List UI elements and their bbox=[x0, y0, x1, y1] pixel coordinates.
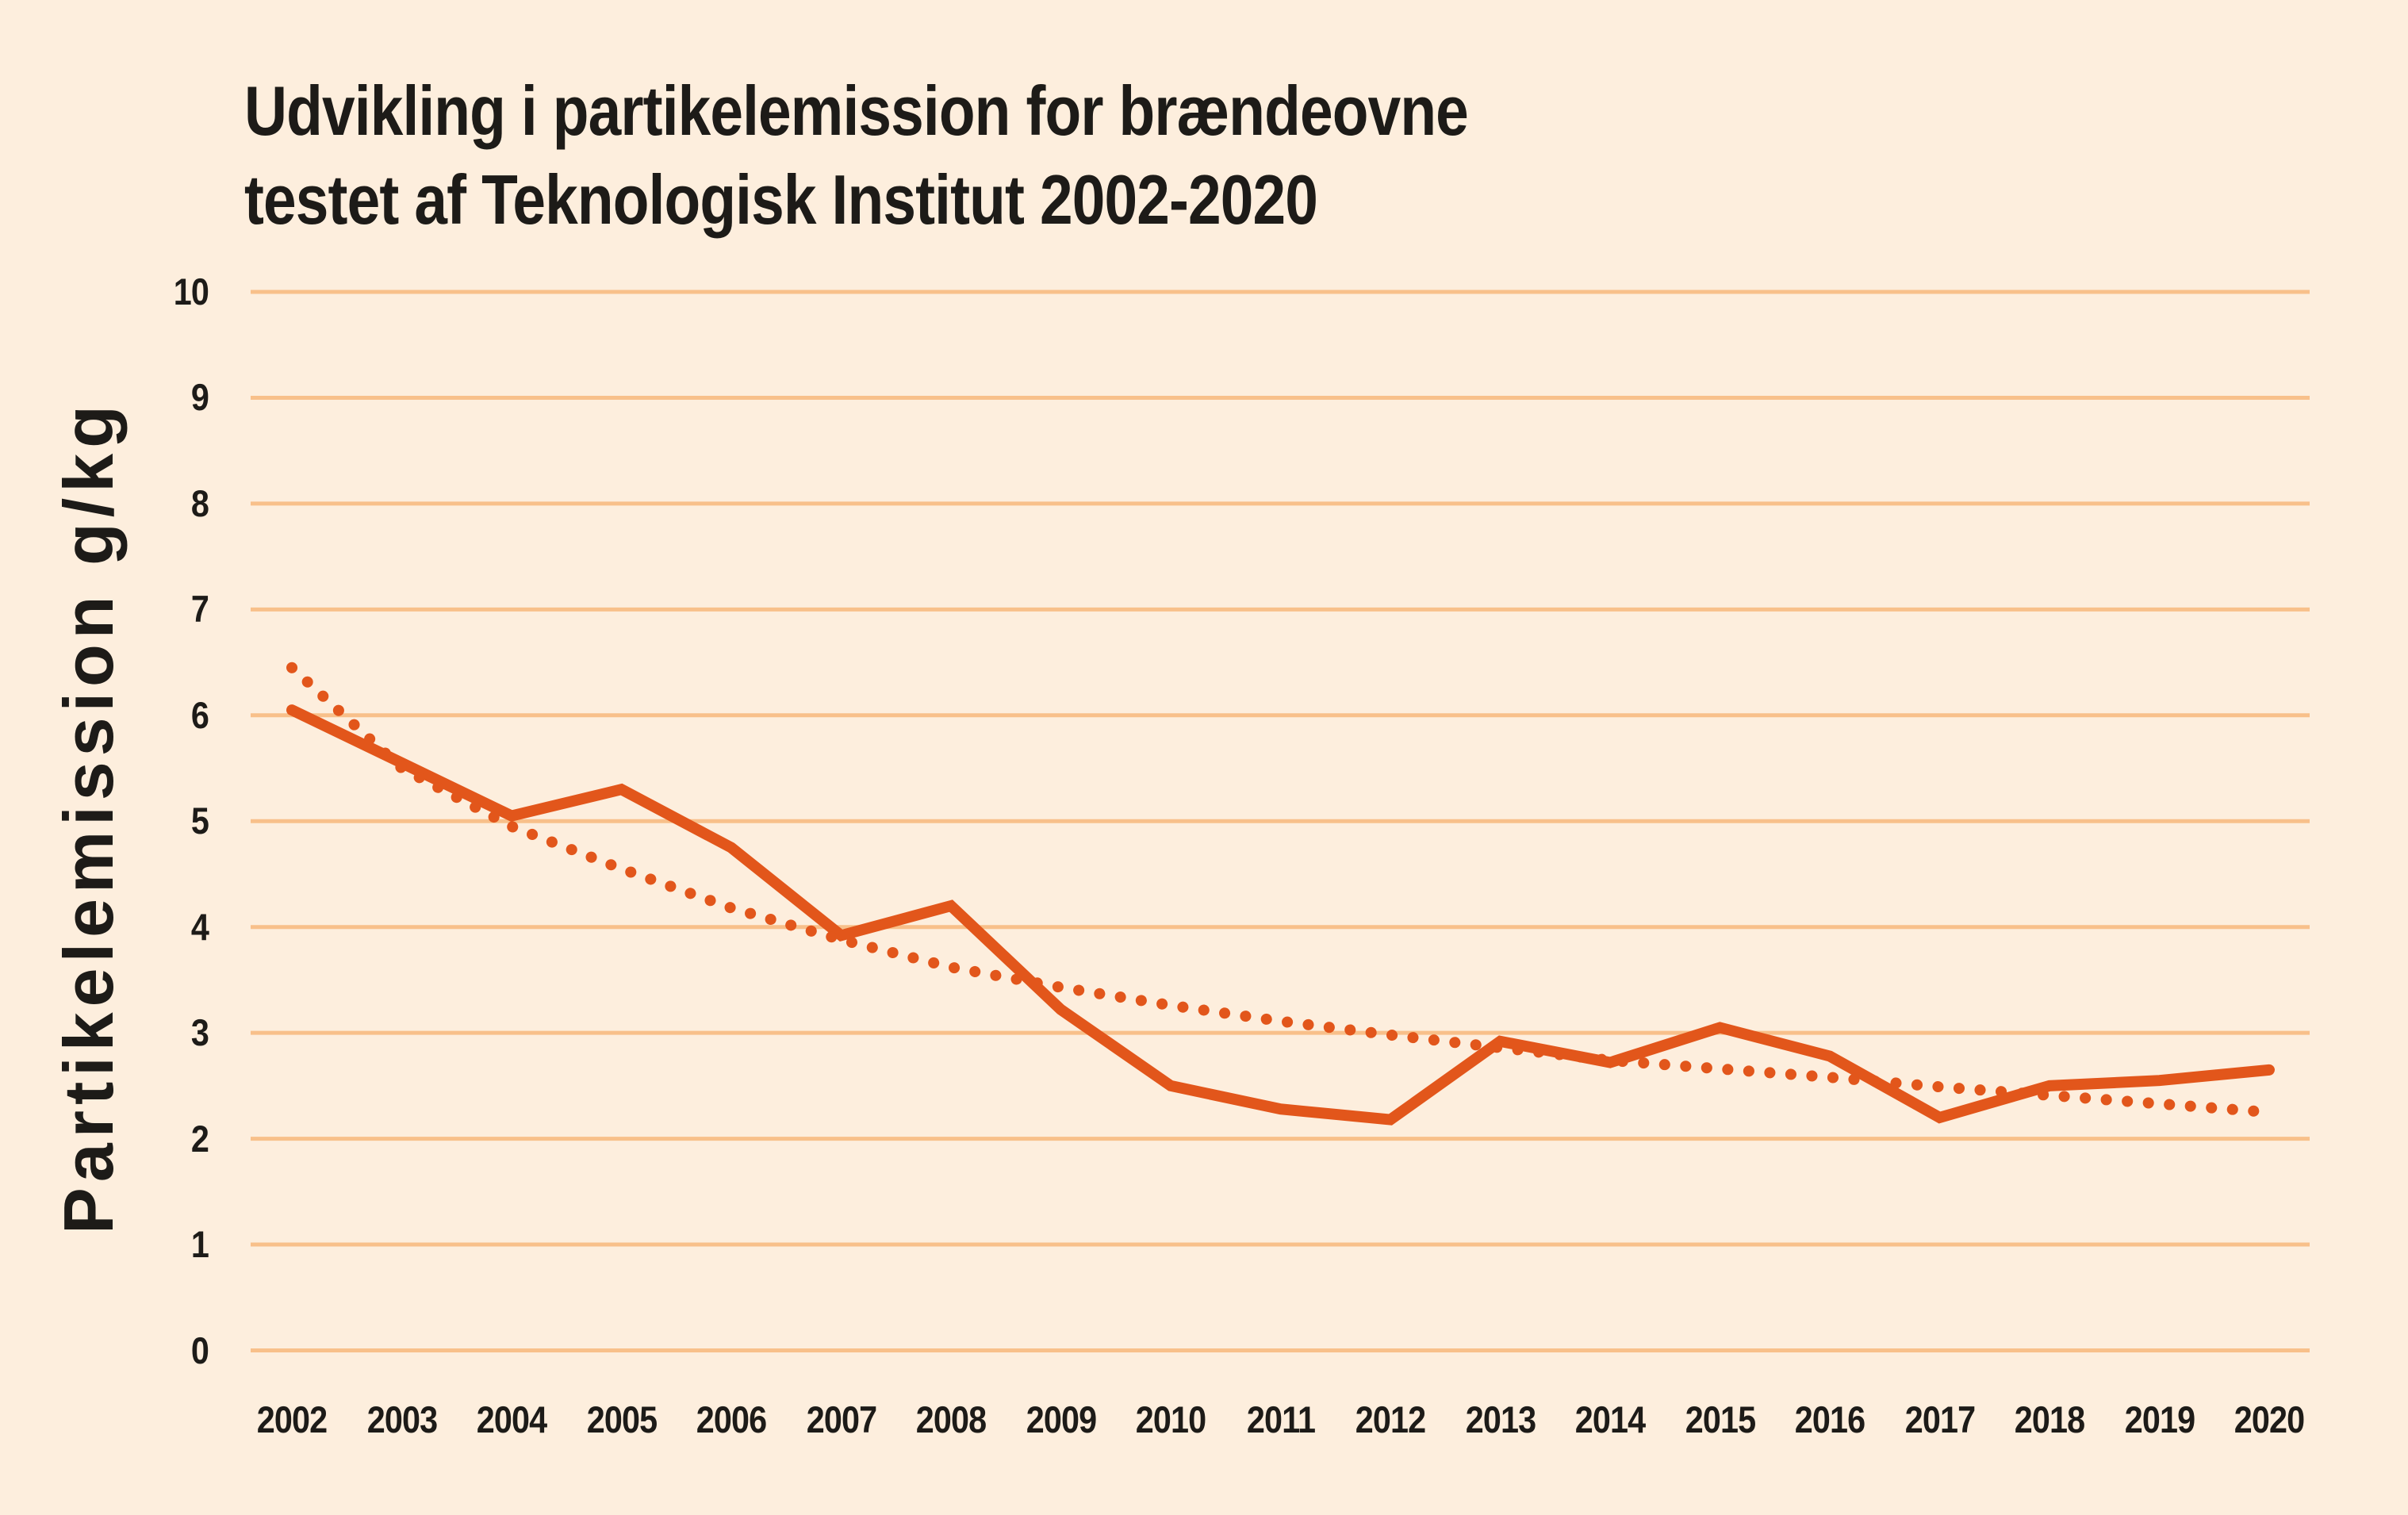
x-tick-label-2010: 2010 bbox=[1135, 1398, 1206, 1440]
x-tick-label-2005: 2005 bbox=[586, 1398, 657, 1440]
x-tick-label-2011: 2011 bbox=[1246, 1398, 1315, 1440]
chart-title-line1: Udvikling i partikelemission for brændeo… bbox=[244, 71, 1469, 150]
x-tick-label-2017: 2017 bbox=[1904, 1398, 1975, 1440]
x-tick-label-2008: 2008 bbox=[915, 1398, 987, 1440]
x-tick-label-2014: 2014 bbox=[1574, 1398, 1646, 1440]
x-tick-label-2019: 2019 bbox=[2124, 1398, 2195, 1440]
x-tick-label-2015: 2015 bbox=[1685, 1398, 1755, 1440]
y-tick-label-4: 4 bbox=[190, 905, 209, 948]
x-tick-label-2006: 2006 bbox=[696, 1398, 767, 1440]
chart-title: Udvikling i partikelemission for brændeo… bbox=[244, 67, 1469, 244]
x-tick-label-2009: 2009 bbox=[1026, 1398, 1096, 1440]
chart-title-line2: testet af Teknologisk Institut 2002-2020 bbox=[244, 160, 1318, 239]
y-tick-label-8: 8 bbox=[190, 481, 209, 524]
y-tick-label-1: 1 bbox=[190, 1223, 209, 1266]
x-tick-label-2020: 2020 bbox=[2234, 1398, 2305, 1440]
y-tick-label-7: 7 bbox=[190, 588, 209, 631]
x-tick-label-2002: 2002 bbox=[256, 1398, 328, 1440]
y-tick-label-5: 5 bbox=[190, 800, 209, 842]
y-tick-label-10: 10 bbox=[173, 270, 209, 313]
dotted-trendline bbox=[286, 662, 2275, 1118]
x-tick-label-2016: 2016 bbox=[1794, 1398, 1865, 1440]
y-tick-label-3: 3 bbox=[190, 1011, 209, 1054]
y-tick-label-9: 9 bbox=[190, 376, 209, 419]
x-tick-label-2004: 2004 bbox=[476, 1398, 547, 1440]
x-tick-label-2012: 2012 bbox=[1355, 1398, 1426, 1440]
y-tick-label-6: 6 bbox=[190, 693, 209, 736]
x-tick-label-2018: 2018 bbox=[2014, 1398, 2085, 1440]
solid-emission-line bbox=[286, 704, 2275, 1126]
x-tick-label-2013: 2013 bbox=[1465, 1398, 1536, 1440]
y-tick-label-0: 0 bbox=[190, 1329, 209, 1371]
x-tick-label-2007: 2007 bbox=[806, 1398, 876, 1440]
y-tick-label-2: 2 bbox=[190, 1117, 209, 1160]
x-tick-label-2003: 2003 bbox=[366, 1398, 437, 1440]
